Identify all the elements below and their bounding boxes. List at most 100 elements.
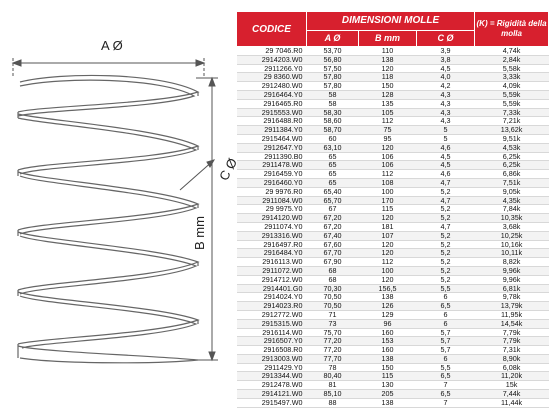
table-row: 2916460.Y0 65 108 4,7 7,51k — [236, 178, 549, 188]
cell-k: 14,54k — [474, 319, 549, 329]
table-body: 29 7046.R0 53,70 110 3,9 4,74k 2914203.W0 56,8… — [236, 46, 549, 408]
cell-k: 10,11k — [474, 248, 549, 259]
table-row: 2914712.W0 68 120 5,2 9,96k — [236, 275, 549, 285]
cell-b: 156,5 — [358, 284, 417, 294]
cell-b: 95 — [358, 134, 417, 144]
cell-codice: 2911478.W0 — [236, 160, 307, 171]
cell-k: 9,78k — [474, 292, 549, 303]
table-row: 2913316.W0 67,40 107 5,2 10,25k — [236, 231, 549, 241]
table-row: 2916508.R0 77,20 160 5,7 7,31k — [236, 345, 549, 355]
header-rigidita: (K) = Rigidità della molla — [474, 11, 550, 47]
table-row: 2914023.R0 70,50 126 6,5 13,79k — [236, 301, 549, 311]
table-row: 2915497.W0 88 138 7 11,44k — [236, 398, 549, 408]
table-row: 2916464.Y0 58 128 4,3 5,59k — [236, 90, 549, 100]
cell-codice: 2915315.W0 — [236, 319, 307, 329]
cell-codice: 2911074.Y0 — [236, 222, 307, 232]
cell-b: 112 — [358, 116, 417, 127]
cell-codice: 2912647.Y0 — [236, 143, 307, 153]
cell-b: 115 — [358, 371, 417, 382]
table-row: 2916497.R0 67,60 120 5,2 10,16k — [236, 240, 549, 250]
cell-codice: 2911429.Y0 — [236, 363, 307, 373]
table-row: 2915553.W0 58,30 105 4,3 7,33k — [236, 108, 549, 118]
cell-b: 126 — [358, 301, 417, 311]
cell-b: 120 — [358, 275, 417, 285]
cell-codice: 2916507.Y0 — [236, 336, 307, 347]
cell-a: 58,60 — [306, 116, 359, 127]
cell-k: 7,21k — [474, 116, 549, 127]
cell-b: 108 — [358, 178, 417, 188]
cell-c: 4,7 — [416, 196, 475, 206]
cell-b: 96 — [358, 319, 417, 329]
spring-drawing: A Ø C Ø B mm — [0, 0, 240, 409]
table-row: 29 8360.W0 57,80 118 4,0 3,33k — [236, 72, 549, 83]
cell-b: 138 — [358, 398, 417, 408]
cell-k: 4,09k — [474, 81, 549, 91]
cell-b: 75 — [358, 125, 417, 135]
cell-k: 9,96k — [474, 266, 549, 276]
table-row: 2913344.W0 80,40 115 6,5 11,20k — [236, 371, 549, 382]
cell-k: 7,31k — [474, 345, 549, 355]
cell-k: 4,35k — [474, 196, 549, 206]
table-row: 2915464.W0 60 95 5 9,51k — [236, 134, 549, 144]
cell-codice: 29 9975.Y0 — [236, 204, 307, 215]
cell-codice: 2911072.W0 — [236, 266, 307, 276]
cell-k: 10,25k — [474, 231, 549, 241]
cell-codice: 2912480.W0 — [236, 81, 307, 91]
cell-b: 106 — [358, 160, 417, 171]
table-row: 29 9975.Y0 67 115 5,2 7,84k — [236, 204, 549, 215]
cell-b: 110 — [358, 46, 417, 56]
cell-b: 138 — [358, 292, 417, 303]
cell-k: 8,90k — [474, 354, 549, 364]
cell-a: 77,20 — [306, 345, 359, 355]
cell-k: 7,33k — [474, 108, 549, 118]
cell-a: 67,20 — [306, 222, 359, 232]
cell-k: 9,05k — [474, 187, 549, 197]
spring-table: CODICE DIMENSIONI MOLLE (K) = Rigidità d… — [236, 11, 550, 408]
cell-b: 150 — [358, 81, 417, 91]
cell-c: 6,5 — [416, 301, 475, 311]
cell-codice: 2916484.Y0 — [236, 248, 307, 259]
table-row: 2911084.W0 65,70 170 4,7 4,35k — [236, 196, 549, 206]
cell-c: 5,7 — [416, 336, 475, 347]
table-row: 2912647.Y0 63,10 120 4,6 4,53k — [236, 143, 549, 153]
cell-k: 5,59k — [474, 99, 549, 109]
cell-codice: 29 8360.W0 — [236, 72, 307, 83]
cell-codice: 2914121.W0 — [236, 389, 307, 399]
cell-c: 6,5 — [416, 389, 475, 399]
cell-k: 13,79k — [474, 301, 549, 311]
cell-codice: 2916465.R0 — [236, 99, 307, 109]
table-row: 2916114.W0 75,70 160 5,7 7,79k — [236, 328, 549, 338]
cell-c: 4,3 — [416, 116, 475, 127]
header-codice: CODICE — [236, 11, 307, 47]
cell-a: 65 — [306, 160, 359, 171]
cell-c: 5,5 — [416, 284, 475, 294]
cell-k: 7,51k — [474, 178, 549, 188]
cell-k: 6,25k — [474, 152, 549, 162]
table-row: 29 7046.R0 53,70 110 3,9 4,74k — [236, 46, 549, 56]
cell-c: 4,7 — [416, 222, 475, 232]
cell-b: 130 — [358, 380, 417, 391]
cell-b: 106 — [358, 152, 417, 162]
cell-b: 129 — [358, 310, 417, 320]
cell-b: 128 — [358, 90, 417, 100]
cell-c: 4,5 — [416, 152, 475, 162]
cell-c: 3,8 — [416, 55, 475, 65]
cell-c: 5 — [416, 125, 475, 135]
cell-k: 10,16k — [474, 240, 549, 250]
table-row: 2916484.Y0 67,70 120 5,2 10,11k — [236, 248, 549, 259]
table-row: 2911072.W0 68 100 5,2 9,96k — [236, 266, 549, 276]
cell-a: 73 — [306, 319, 359, 329]
cell-codice: 2915553.W0 — [236, 108, 307, 118]
cell-b: 160 — [358, 345, 417, 355]
cell-c: 4,7 — [416, 178, 475, 188]
cell-c: 7 — [416, 380, 475, 391]
dimension-c-line — [179, 159, 216, 191]
table-row: 2914203.W0 56,80 138 3,8 2,84k — [236, 55, 549, 65]
cell-k: 11,95k — [474, 310, 549, 320]
cell-c: 3,9 — [416, 46, 475, 56]
cell-k: 15k — [474, 380, 549, 391]
table-row: 2911429.Y0 78 150 5,5 6,08k — [236, 363, 549, 373]
cell-a: 67,90 — [306, 257, 359, 267]
cell-codice: 2914120.W0 — [236, 213, 307, 223]
cell-b: 120 — [358, 248, 417, 259]
